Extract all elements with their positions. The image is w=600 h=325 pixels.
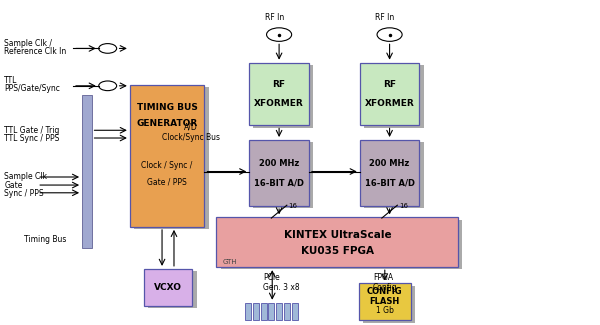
Text: RF: RF [272,80,286,89]
Text: RF In: RF In [375,13,394,22]
Text: 16: 16 [399,203,408,209]
Text: FLASH: FLASH [370,297,400,306]
Bar [143,269,193,306]
Text: XFORMER: XFORMER [365,99,415,108]
Text: Clock / Sync /: Clock / Sync / [142,162,193,171]
Bar [249,140,309,206]
Bar [268,303,274,320]
Text: KINTEX UltraScale: KINTEX UltraScale [284,230,391,240]
Bar [217,217,458,267]
Text: KU035 FPGA: KU035 FPGA [301,246,374,256]
Bar [364,65,424,128]
Text: 16-BIT A/D: 16-BIT A/D [254,178,304,188]
Text: RF: RF [383,80,396,89]
Text: TTL: TTL [4,76,18,85]
Text: TIMING BUS: TIMING BUS [137,103,197,112]
Text: 16-BIT A/D: 16-BIT A/D [365,178,415,188]
Text: VCXO: VCXO [154,283,182,292]
Text: Timing Bus: Timing Bus [24,235,67,244]
Bar [253,65,313,128]
Bar [360,63,419,125]
Bar [260,303,266,320]
Text: 16: 16 [289,203,298,209]
Bar [360,140,419,206]
Text: TTL Sync / PPS: TTL Sync / PPS [4,134,60,143]
Text: GTH: GTH [223,259,237,265]
Text: GENERATOR: GENERATOR [136,119,198,128]
Bar [253,303,259,320]
Bar [363,286,415,323]
Text: 1 Gb: 1 Gb [376,306,394,315]
Text: Sample Clk /: Sample Clk / [4,39,52,48]
Text: PCIe
Gen. 3 x8: PCIe Gen. 3 x8 [263,273,299,292]
Bar [253,142,313,208]
Bar [82,95,92,248]
Text: CONFIG: CONFIG [367,287,403,296]
Bar [134,87,209,229]
Text: XFORMER: XFORMER [254,99,304,108]
Bar [364,142,424,208]
Bar [292,303,298,320]
Text: TTL Gate / Trig: TTL Gate / Trig [4,126,60,135]
Text: Gate: Gate [4,181,23,189]
Text: Sync / PPS: Sync / PPS [4,188,44,198]
Bar [245,303,251,320]
Text: Gate / PPS: Gate / PPS [147,177,187,186]
Text: Reference Clk In: Reference Clk In [4,47,67,56]
Bar [276,303,282,320]
Bar [130,85,205,227]
Bar [249,63,309,125]
Bar [221,219,463,269]
Bar [359,283,411,320]
Bar [284,303,290,320]
Text: Sample Clk: Sample Clk [4,173,47,181]
Text: PPS/Gate/Sync: PPS/Gate/Sync [4,84,60,93]
Text: RF In: RF In [265,13,284,22]
Text: A/D
Clock/Sync Bus: A/D Clock/Sync Bus [163,122,220,142]
Bar [148,271,197,308]
Text: 200 MHz: 200 MHz [370,159,410,168]
Text: FPGA
Config: FPGA Config [373,273,397,292]
Text: 200 MHz: 200 MHz [259,159,299,168]
